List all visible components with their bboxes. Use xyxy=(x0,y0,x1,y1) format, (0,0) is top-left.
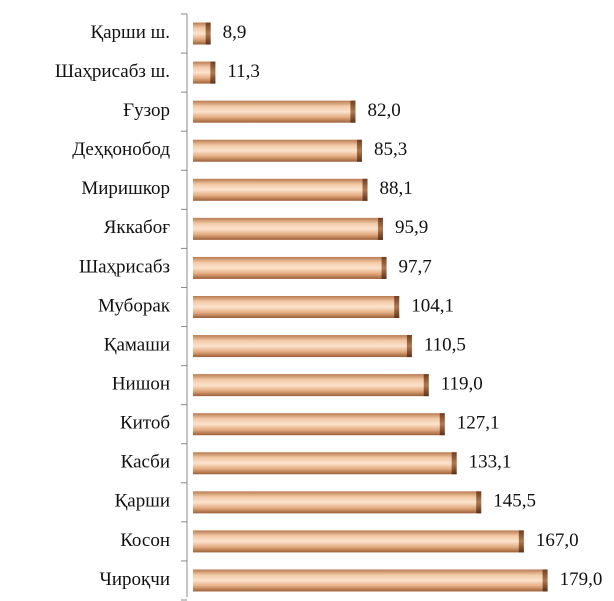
y-tick-label: Қарши xyxy=(115,491,170,512)
y-tick-label: Касби xyxy=(121,452,170,473)
bar xyxy=(193,61,216,84)
bar-cap xyxy=(518,530,524,553)
bar xyxy=(193,296,400,318)
y-tick-label: Нишон xyxy=(112,373,170,394)
bar-cap xyxy=(210,61,216,84)
bar-cap xyxy=(542,569,548,592)
bar-cap xyxy=(394,296,400,318)
bar xyxy=(193,491,482,514)
y-tick-label: Яккабоғ xyxy=(104,217,170,238)
y-tick-label: Китоб xyxy=(120,413,170,434)
bar-cap xyxy=(362,178,368,201)
bar-cap xyxy=(205,22,211,45)
bar-cap xyxy=(356,139,362,162)
y-tick-label: Қамаши xyxy=(104,334,170,355)
y-tick-label: Косон xyxy=(120,530,170,551)
bar xyxy=(193,530,524,553)
value-label: 104,1 xyxy=(411,295,454,316)
bar-cap xyxy=(423,374,429,397)
value-label: 110,5 xyxy=(424,334,466,355)
value-label: 145,5 xyxy=(493,491,536,512)
y-tick-label: Чироқчи xyxy=(100,569,170,590)
bar-cap xyxy=(406,335,412,358)
bar xyxy=(193,374,429,397)
bar xyxy=(193,335,412,358)
y-tick-label: Муборак xyxy=(98,295,171,316)
bar xyxy=(193,256,387,279)
value-label: 127,1 xyxy=(457,413,500,434)
bar xyxy=(193,217,383,240)
bar-cap xyxy=(377,217,383,240)
bar xyxy=(193,569,548,592)
bar xyxy=(193,452,457,475)
value-label: 97,7 xyxy=(399,256,432,277)
bar-cap xyxy=(381,256,387,279)
value-label: 82,0 xyxy=(367,100,400,121)
value-label: 179,0 xyxy=(560,569,603,590)
bar xyxy=(193,100,356,123)
bar xyxy=(193,413,445,436)
y-tick-label: Миришкор xyxy=(81,178,170,199)
bar-cap xyxy=(476,491,482,514)
value-label: 85,3 xyxy=(374,139,407,160)
y-tick-label: Ғузор xyxy=(123,100,170,121)
bar-cap xyxy=(439,413,445,436)
bar xyxy=(193,139,362,162)
y-tick-label: Шаҳрисабз xyxy=(79,256,170,277)
value-label: 133,1 xyxy=(469,452,512,473)
value-label: 95,9 xyxy=(395,217,428,238)
value-label: 11,3 xyxy=(227,61,260,82)
bar-cap xyxy=(451,452,457,475)
value-label: 8,9 xyxy=(223,22,247,43)
bar-cap xyxy=(350,100,356,123)
value-label: 88,1 xyxy=(380,178,413,199)
y-tick-label: Қарши ш. xyxy=(90,22,170,43)
y-tick-label: Шаҳрисабз ш. xyxy=(55,61,170,82)
value-label: 167,0 xyxy=(536,530,579,551)
value-label: 119,0 xyxy=(441,373,483,394)
y-tick-label: Деҳқонобод xyxy=(72,139,170,160)
bar xyxy=(193,178,368,201)
